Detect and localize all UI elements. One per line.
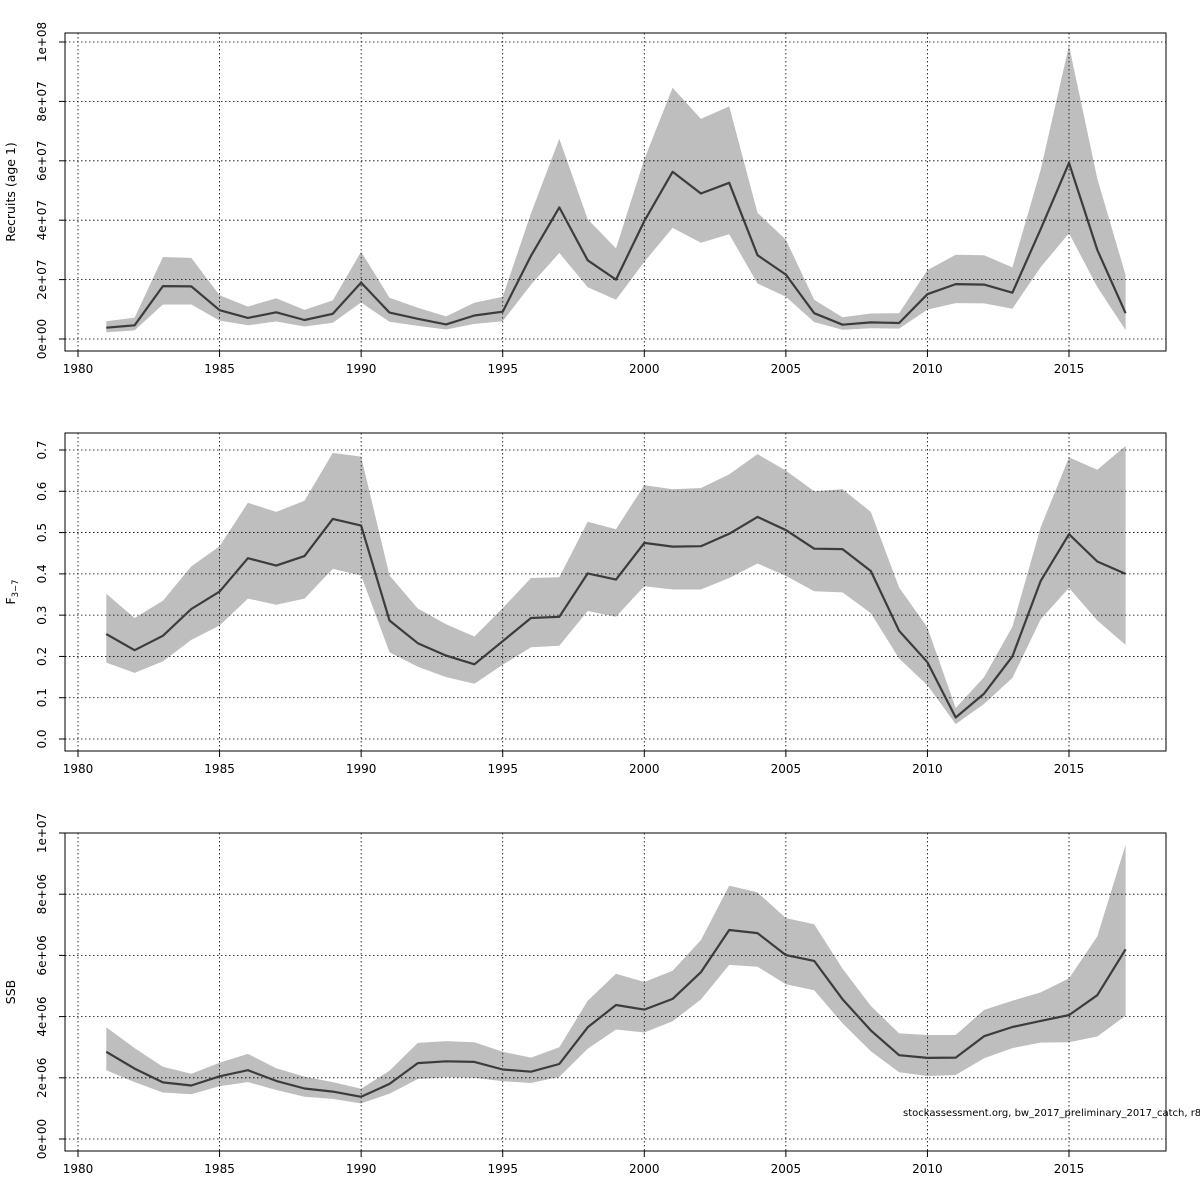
y-tick-label: 0.4 <box>35 564 49 583</box>
x-tick-label: 1985 <box>204 762 235 776</box>
x-tick-label: 2010 <box>912 362 943 376</box>
x-tick-label: 2015 <box>1054 362 1085 376</box>
x-tick-label: 1995 <box>487 1162 518 1176</box>
y-tick-label: 0.2 <box>35 647 49 666</box>
confidence-band <box>106 844 1126 1104</box>
y-tick-label: 4e+07 <box>35 200 49 240</box>
y-tick-label: 2e+06 <box>35 1058 49 1098</box>
x-tick-label: 2005 <box>771 1162 802 1176</box>
recruits-panel: 1980 1985 1990 1995 2000 2005 2010 2015 0e+00 2e+… <box>3 22 1167 376</box>
estimate-line <box>105 515 1127 719</box>
plot-frame <box>64 432 1167 752</box>
x-tick-label: 1985 <box>204 1162 235 1176</box>
y-tick-label: 6e+06 <box>35 935 49 975</box>
estimate-line <box>105 928 1127 1098</box>
x-tick-label: 2000 <box>629 762 660 776</box>
y-tick-label: 0.0 <box>35 729 49 748</box>
x-tick-label: 2015 <box>1054 762 1085 776</box>
y-tick-label: 0.3 <box>35 606 49 625</box>
y-tick-label: 0.1 <box>35 688 49 707</box>
plot-frame <box>64 832 1167 1152</box>
y-tick-label: 4e+06 <box>35 996 49 1036</box>
x-tick-label: 1995 <box>487 762 518 776</box>
y-tick-label: 2e+07 <box>35 259 49 299</box>
y-tick-label: 8e+07 <box>35 81 49 121</box>
x-tick-label: 2010 <box>912 1162 943 1176</box>
x-tick-label: 2005 <box>771 762 802 776</box>
y-tick-label: 0.6 <box>35 482 49 501</box>
ssb-panel: 1980 1985 1990 1995 2000 2005 2010 2015 0e+00 2e+… <box>3 813 1167 1176</box>
x-tick-label: 2005 <box>771 362 802 376</box>
y-tick-label: 0e+00 <box>35 319 49 359</box>
y-tick-label: 1e+08 <box>35 22 49 62</box>
x-tick-label: 1990 <box>346 1162 377 1176</box>
footer-note: stockassessment.org, bw_2017_preliminary… <box>903 1108 1200 1119</box>
y-tick-label: 0e+00 <box>35 1119 49 1159</box>
y-tick-label: 1e+07 <box>35 813 49 853</box>
confidence-band <box>106 445 1126 725</box>
x-tick-label: 1980 <box>63 362 94 376</box>
y-tick-label: 6e+07 <box>35 141 49 181</box>
estimate-line <box>106 161 1127 329</box>
confidence-band <box>106 45 1126 333</box>
x-tick-label: 2010 <box>912 762 943 776</box>
y-axis-label-subscript: 3−7 <box>11 579 21 597</box>
x-tick-label: 1995 <box>487 362 518 376</box>
y-tick-label: 0.7 <box>35 440 49 459</box>
x-tick-label: 1980 <box>63 762 94 776</box>
x-tick-label: 2000 <box>629 362 660 376</box>
x-tick-label: 1980 <box>63 1162 94 1176</box>
plot-frame <box>64 32 1167 352</box>
x-tick-label: 2015 <box>1054 1162 1085 1176</box>
x-tick-label: 1990 <box>346 362 377 376</box>
y-tick-label: 8e+06 <box>35 874 49 914</box>
y-axis-label: Recruits (age 1) <box>3 142 18 242</box>
y-tick-label: 0.5 <box>35 523 49 542</box>
x-tick-label: 1990 <box>346 762 377 776</box>
x-tick-label: 2000 <box>629 1162 660 1176</box>
x-tick-label: 1985 <box>204 362 235 376</box>
y-axis-label: F3−7 <box>3 579 21 604</box>
fishing-mortality-panel: 1980 1985 1990 1995 2000 2005 2010 2015 0.0 0.1 0.… <box>3 432 1167 776</box>
y-axis-label: SSB <box>3 980 18 1004</box>
